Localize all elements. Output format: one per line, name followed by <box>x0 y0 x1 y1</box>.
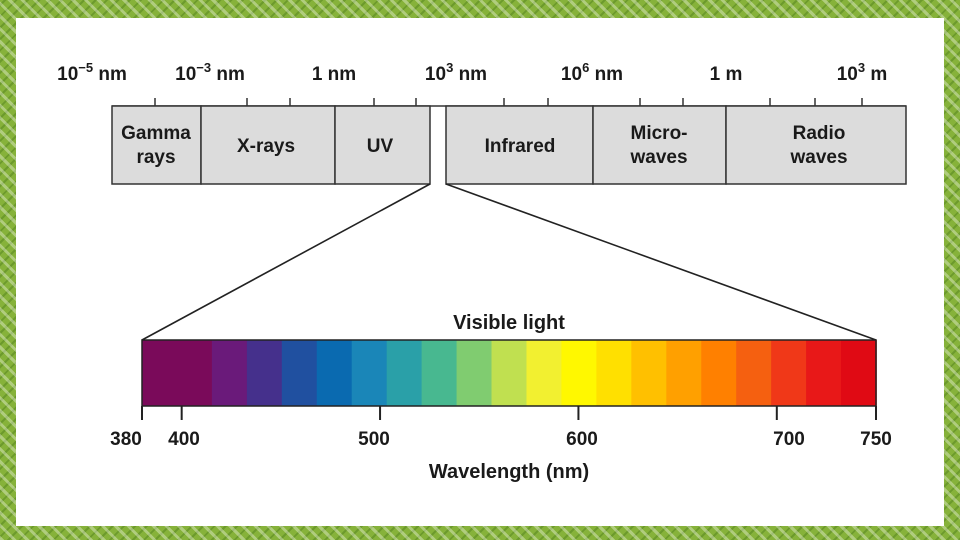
band-gamma-rays <box>111 105 202 185</box>
scale-label: 103 m <box>837 60 888 85</box>
band-label: waves <box>629 147 687 168</box>
wavelength-axis-label: Wavelength (nm) <box>429 461 589 483</box>
spectrum-segment <box>281 340 318 406</box>
spectrum-segment <box>666 340 703 406</box>
scale-label: 10−3 nm <box>175 60 245 85</box>
spectrum-segment <box>771 340 807 406</box>
band-label: X-rays <box>237 136 295 157</box>
band-labels: Gamma rays X-rays UV Infrared Micro- wav… <box>121 123 847 168</box>
band-label: Radio <box>793 123 846 144</box>
wavelength-tick-labels: 380 400 500 600 700 750 <box>110 429 892 450</box>
spectrum-segment <box>701 340 737 406</box>
spectrum-segment <box>142 340 178 406</box>
tick-label-750: 750 <box>860 429 892 450</box>
spectrum-segment <box>316 340 353 406</box>
tick-label-380: 380 <box>110 429 142 450</box>
scale-label: 106 nm <box>561 60 623 85</box>
scale-label: 1 m <box>710 64 743 85</box>
spectrum-segment <box>491 340 528 406</box>
spectrum-segment <box>246 340 283 406</box>
visible-spectrum-bar <box>142 340 877 406</box>
tick-label-500: 500 <box>358 429 390 450</box>
spectrum-bands <box>111 105 907 185</box>
spectrum-segment <box>561 340 598 406</box>
band-infrared <box>445 105 594 185</box>
tick-label-400: 400 <box>168 429 200 450</box>
scale-label: 1 nm <box>312 64 356 85</box>
spectrum-segment <box>596 340 633 406</box>
wavelength-axis <box>141 406 877 420</box>
band-label: Gamma <box>121 123 191 144</box>
scale-label: 103 nm <box>425 60 487 85</box>
spectrum-segment <box>526 340 563 406</box>
tick-label-700: 700 <box>773 429 805 450</box>
spectrum-segment <box>806 340 842 406</box>
spectrum-segment <box>211 340 248 406</box>
visible-spectrum-outline <box>141 339 877 407</box>
tick-label-600: 600 <box>566 429 598 450</box>
band-label: Micro- <box>631 123 688 144</box>
visible-light-title: Visible light <box>453 312 565 334</box>
spectrum-segment <box>631 340 668 406</box>
scale-labels: 10−5 nm 10−3 nm 1 nm 103 nm 106 nm 1 m 1… <box>57 60 887 85</box>
band-radio-waves <box>725 105 907 185</box>
spectrum-segment <box>386 340 423 406</box>
zoom-lines <box>141 183 877 341</box>
spectrum-segment <box>841 340 877 406</box>
scale-axis <box>112 98 906 107</box>
band-label: rays <box>136 147 175 168</box>
spectrum-segment <box>421 340 458 406</box>
spectrum-segment <box>351 340 388 406</box>
band-label: waves <box>789 147 847 168</box>
band-label: UV <box>367 136 394 157</box>
spectrum-segment <box>456 340 493 406</box>
scale-label: 10−5 nm <box>57 60 127 85</box>
band-microwaves <box>592 105 727 185</box>
band-label: Infrared <box>485 136 556 157</box>
spectrum-segment <box>736 340 772 406</box>
spectrum-segment <box>176 340 213 406</box>
band-uv <box>334 105 431 185</box>
